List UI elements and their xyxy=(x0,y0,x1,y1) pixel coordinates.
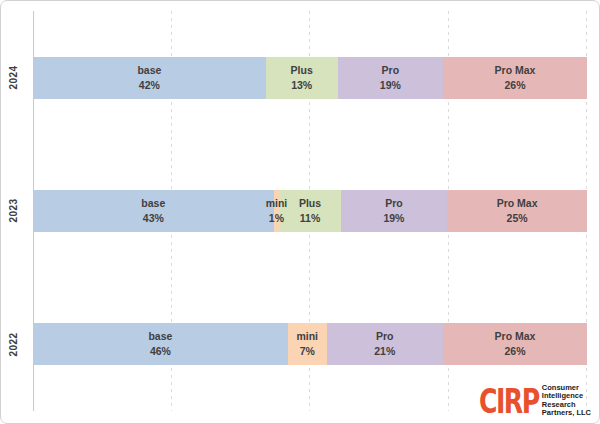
segment-name: Plus xyxy=(291,63,313,78)
segment-value: 11% xyxy=(299,211,321,226)
segment-name: Pro xyxy=(383,196,404,211)
segment-label: Pro19% xyxy=(380,63,401,93)
segment-name: Pro Max xyxy=(495,329,536,344)
bar-row-2024: 2024base42%Plus13%Pro19%Pro Max26% xyxy=(33,11,587,144)
bar-segment-pro-max: Pro Max25% xyxy=(447,190,587,232)
stacked-bar-2022: base46% mini7% Pro21% Pro Max26% xyxy=(33,323,587,365)
cirp-logo: CIRP Consumer Intelligence Research Part… xyxy=(458,384,591,417)
segment-name: Plus xyxy=(299,196,321,211)
segment-value: 13% xyxy=(291,78,313,93)
segment-value: 26% xyxy=(495,78,536,93)
segment-value: 19% xyxy=(380,78,401,93)
segment-value: 25% xyxy=(497,211,538,226)
bar-segment-base: base46% xyxy=(33,323,288,365)
chart-frame: 2024base42%Plus13%Pro19%Pro Max26%2023ba… xyxy=(0,0,600,424)
bar-row-2023: 2023base43%mini1%Plus11%Pro19%Pro Max25% xyxy=(33,144,587,277)
logo-line-partners: Partners, LLC xyxy=(542,409,591,417)
segment-label: base43% xyxy=(141,196,165,226)
year-label-text: 2022 xyxy=(8,332,19,356)
segment-name: mini xyxy=(296,329,318,344)
segment-label: Plus13% xyxy=(291,63,313,93)
segment-label: mini7% xyxy=(296,329,318,359)
segment-label: Pro Max25% xyxy=(497,196,538,226)
segment-label: mini1% xyxy=(266,196,288,226)
bar-segment-plus: Plus11% xyxy=(279,190,341,232)
segment-name: Pro Max xyxy=(497,196,538,211)
segment-value: 26% xyxy=(495,344,536,359)
bar-segment-base: base43% xyxy=(33,190,274,232)
segment-name: base xyxy=(137,63,161,78)
stacked-bar-2023: base43% mini1% Plus11% Pro19% Pro Max25% xyxy=(33,190,587,232)
year-label-text: 2024 xyxy=(8,66,19,90)
segment-label: base46% xyxy=(148,329,172,359)
bar-segment-plus: Plus13% xyxy=(266,57,338,99)
segment-label: Pro Max26% xyxy=(495,63,536,93)
bar-rows: 2024base42%Plus13%Pro19%Pro Max26%2023ba… xyxy=(33,11,587,411)
segment-name: Pro Max xyxy=(495,63,536,78)
segment-value: 7% xyxy=(296,344,318,359)
segment-name: mini xyxy=(266,196,288,211)
bar-segment-pro: Pro19% xyxy=(338,57,443,99)
segment-label: Pro21% xyxy=(374,329,395,359)
bar-segment-base: base42% xyxy=(33,57,266,99)
bar-segment-pro: Pro21% xyxy=(327,323,443,365)
bar-segment-mini: mini1% xyxy=(274,190,280,232)
segment-name: base xyxy=(148,329,172,344)
segment-label: Plus11% xyxy=(299,196,321,226)
segment-label: Pro19% xyxy=(383,196,404,226)
year-label-2023: 2023 xyxy=(1,144,27,277)
segment-name: base xyxy=(141,196,165,211)
segment-label: Pro Max26% xyxy=(495,329,536,359)
year-label-2022: 2022 xyxy=(1,278,27,411)
bar-segment-mini: mini7% xyxy=(288,323,327,365)
segment-name: Pro xyxy=(380,63,401,78)
bar-segment-pro-max: Pro Max26% xyxy=(443,57,587,99)
year-label-text: 2023 xyxy=(8,199,19,223)
bar-segment-pro-max: Pro Max26% xyxy=(443,323,587,365)
segment-label: base42% xyxy=(137,63,161,93)
bar-segment-pro: Pro19% xyxy=(341,190,447,232)
plot-area: 2024base42%Plus13%Pro19%Pro Max26%2023ba… xyxy=(33,11,587,411)
stacked-bar-2024: base42% Plus13% Pro19% Pro Max26% xyxy=(33,57,587,99)
segment-value: 1% xyxy=(266,211,288,226)
segment-value: 42% xyxy=(137,78,161,93)
segment-value: 21% xyxy=(374,344,395,359)
cirp-logo-company-name: Consumer Intelligence Research Partners,… xyxy=(542,384,591,417)
cirp-logo-acronym: CIRP xyxy=(479,386,539,416)
segment-value: 43% xyxy=(141,211,165,226)
segment-name: Pro xyxy=(374,329,395,344)
year-label-2024: 2024 xyxy=(1,11,27,144)
segment-value: 46% xyxy=(148,344,172,359)
segment-value: 19% xyxy=(383,211,404,226)
